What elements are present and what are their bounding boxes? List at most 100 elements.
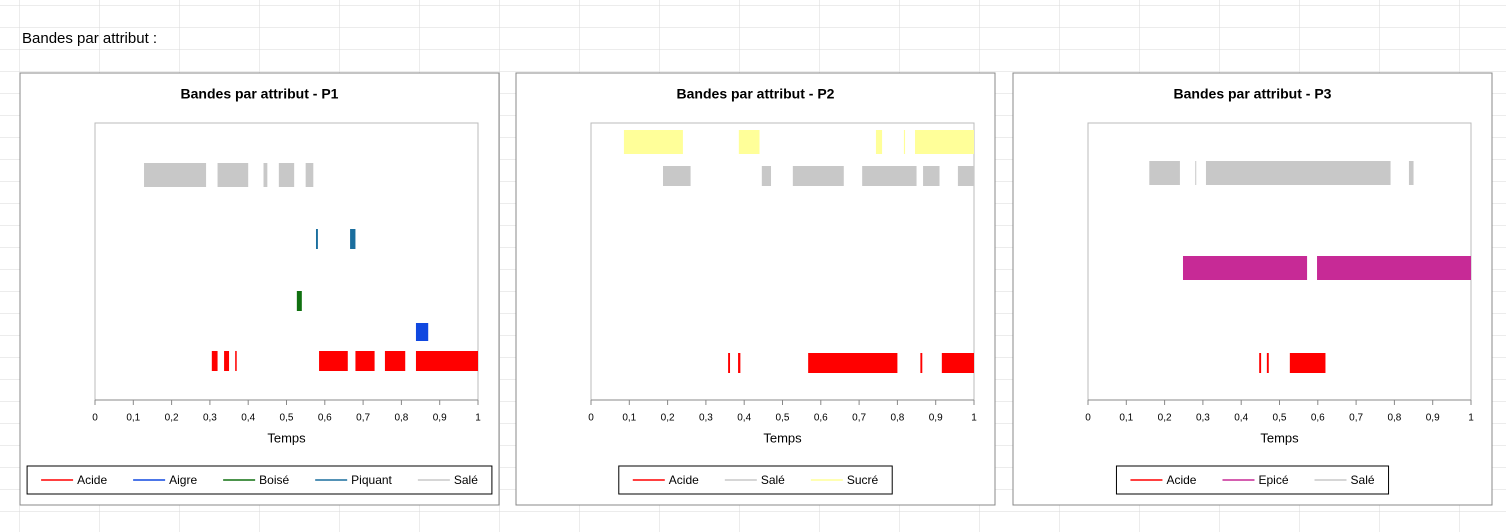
x-tick-label: 0,2 (165, 413, 179, 424)
band-segment (384, 351, 406, 371)
band-segment (1289, 353, 1326, 373)
legend-label: Acide (1166, 473, 1196, 487)
legend-label: Sucré (847, 473, 879, 487)
band-segment (1408, 161, 1414, 185)
x-tick-label: 0,9 (1426, 413, 1440, 424)
sheet-label: Bandes par attribut : (22, 30, 157, 47)
band-segment (217, 163, 249, 187)
legend: Acide Epicé Salé (1130, 473, 1375, 487)
x-tick-label: 1 (1468, 413, 1474, 424)
band-segment (1317, 256, 1471, 280)
band-segment (224, 351, 230, 371)
x-tick-label: 0,1 (126, 413, 140, 424)
x-tick-label: 0,3 (699, 413, 713, 424)
band-segment (235, 351, 237, 371)
x-tick-label: 0,3 (203, 413, 217, 424)
x-tick-label: 0,7 (852, 413, 866, 424)
legend-frame (618, 465, 893, 495)
x-tick-label: 0,5 (776, 413, 790, 424)
band-segment (315, 229, 318, 249)
band-segment (278, 163, 295, 187)
x-tick-label: 1 (475, 413, 481, 424)
band-segment (738, 353, 741, 373)
band-segment (415, 351, 478, 371)
x-tick-label: 0,1 (622, 413, 636, 424)
x-tick-label: 0,8 (890, 413, 904, 424)
chart: Bandes par attribut - P3 0 0,1 0,2 0,3 0,4 0,5… (1012, 72, 1493, 506)
band-segment (903, 130, 906, 154)
band-segment (144, 163, 207, 187)
legend-item: Acide (632, 473, 699, 487)
legend-label: Salé (761, 473, 785, 487)
x-axis-title: Temps (267, 430, 306, 445)
band-segment (915, 130, 974, 154)
x-tick-label: 0 (92, 413, 98, 424)
legend-item: Acide (41, 473, 107, 487)
x-tick-label: 0,3 (1196, 413, 1210, 424)
legend-item: Sucré (810, 473, 879, 487)
band-segment (923, 166, 940, 186)
band-segment (415, 323, 429, 341)
legend-label: Acide (77, 473, 107, 487)
band-segment (728, 353, 731, 373)
band-segment (808, 353, 898, 373)
legend-item: Epicé (1222, 473, 1289, 487)
band-segment (319, 351, 348, 371)
legend-item: Acide (1130, 473, 1197, 487)
x-tick-label: 0,6 (814, 413, 828, 424)
legend-item: Piquant (315, 473, 393, 487)
band-segment (350, 229, 356, 249)
x-tick-label: 0,1 (1119, 413, 1133, 424)
x-tick-label: 0,6 (1311, 413, 1325, 424)
x-tick-label: 0,9 (929, 413, 943, 424)
x-tick-label: 0,2 (661, 413, 675, 424)
legend-label: Salé (454, 473, 478, 487)
x-tick-label: 0,4 (737, 413, 751, 424)
legend-frame (1115, 465, 1390, 495)
chart: Bandes par attribut - P1 0 0,1 0,2 0,3 0,4 0,5… (19, 72, 500, 506)
legend-label: Aigre (169, 473, 197, 487)
x-tick-label: 0 (588, 413, 594, 424)
band-segment (211, 351, 218, 371)
chart: Bandes par attribut - P2 0 0,1 0,2 0,3 0,4 0,5… (515, 72, 996, 506)
x-axis-title: Temps (1260, 430, 1299, 445)
legend-label: Acide (669, 473, 699, 487)
x-tick-label: 0,8 (1387, 413, 1401, 424)
x-tick-label: 0,7 (356, 413, 370, 424)
x-axis-title: Temps (763, 430, 802, 445)
legend-label: Salé (1351, 473, 1375, 487)
legend-item: Salé (724, 473, 785, 487)
x-tick-label: 0,2 (1158, 413, 1172, 424)
legend-item: Aigre (133, 473, 197, 487)
band-segment (920, 353, 923, 373)
legend-label: Boisé (259, 473, 289, 487)
band-segment (941, 353, 974, 373)
band-segment (1182, 256, 1308, 280)
band-segment (263, 163, 268, 187)
x-tick-label: 0,9 (433, 413, 447, 424)
band-segment (305, 163, 314, 187)
legend: Acide Salé Sucré (632, 473, 879, 487)
x-tick-label: 1 (971, 413, 977, 424)
band-segment (1259, 353, 1262, 373)
legend: Acide Aigre Boisé Piquant Salé (41, 473, 478, 487)
chart-title: Bandes par attribut - P1 (181, 86, 339, 102)
x-tick-label: 0,6 (318, 413, 332, 424)
x-tick-label: 0,8 (394, 413, 408, 424)
band-segment (296, 291, 302, 311)
legend-item: Boisé (223, 473, 289, 487)
x-tick-label: 0,5 (1273, 413, 1287, 424)
band-segment (1205, 161, 1391, 185)
legend-item: Salé (417, 473, 478, 487)
legend-item: Salé (1314, 473, 1375, 487)
x-tick-label: 0 (1085, 413, 1091, 424)
band-segment (663, 166, 691, 186)
plot-area (590, 122, 975, 401)
chart-title: Bandes par attribut - P3 (1174, 86, 1332, 102)
legend-label: Piquant (351, 473, 392, 487)
x-tick-label: 0,7 (1349, 413, 1363, 424)
band-segment (875, 130, 883, 154)
band-segment (1195, 161, 1197, 185)
band-segment (761, 166, 772, 186)
band-segment (792, 166, 844, 186)
